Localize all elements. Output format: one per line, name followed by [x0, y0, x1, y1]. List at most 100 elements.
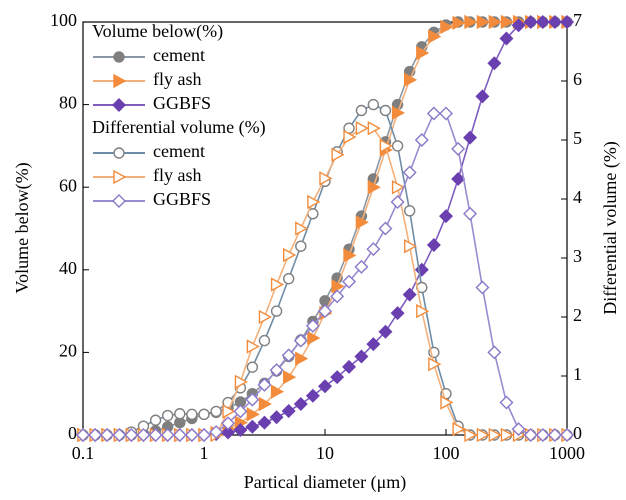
marker — [281, 348, 296, 363]
y-tick-label: 0 — [68, 423, 77, 443]
marker — [440, 19, 454, 35]
marker — [475, 280, 490, 295]
marker — [221, 425, 236, 440]
marker — [295, 221, 309, 236]
marker — [390, 194, 405, 209]
marker — [343, 129, 357, 145]
marker — [343, 248, 357, 263]
legend-marker — [113, 51, 125, 63]
x-tick-label: 100 — [433, 443, 460, 463]
marker — [403, 205, 416, 217]
y2-tick-label: 1 — [573, 364, 582, 384]
marker — [416, 303, 430, 319]
marker — [342, 359, 357, 374]
marker — [426, 106, 441, 121]
marker — [488, 427, 502, 443]
marker — [269, 363, 284, 378]
marker — [270, 384, 285, 399]
marker — [428, 29, 442, 44]
marker — [245, 392, 260, 407]
marker — [403, 72, 418, 87]
y-axis-label: Volume below(%) — [12, 162, 33, 293]
marker — [246, 361, 259, 373]
marker — [463, 130, 478, 145]
y2-tick-label: 7 — [573, 10, 582, 30]
marker — [464, 427, 478, 443]
marker — [269, 410, 284, 425]
marker — [367, 98, 380, 111]
marker — [246, 407, 260, 422]
y2-tick-label: 4 — [573, 187, 582, 207]
marker — [439, 209, 453, 224]
marker — [366, 242, 381, 257]
marker — [161, 409, 174, 422]
marker — [258, 309, 272, 325]
marker — [560, 15, 574, 29]
marker — [305, 388, 320, 403]
marker — [198, 408, 210, 421]
marker — [390, 306, 405, 321]
marker — [76, 428, 90, 442]
marker — [367, 180, 381, 195]
marker — [487, 56, 502, 71]
y-tick-label: 20 — [59, 341, 77, 361]
legend-label: cement — [153, 141, 205, 161]
y-tick-label: 100 — [50, 10, 77, 30]
marker — [197, 428, 211, 442]
marker — [245, 419, 260, 434]
marker — [476, 427, 490, 443]
marker — [295, 351, 309, 366]
marker — [402, 165, 417, 180]
marker — [535, 15, 550, 29]
marker — [451, 141, 466, 156]
marker — [295, 240, 307, 252]
marker — [88, 428, 103, 442]
marker — [330, 289, 345, 304]
y2-tick-label: 3 — [573, 246, 582, 266]
x-tick-label: 1 — [200, 443, 209, 463]
marker — [452, 15, 466, 31]
marker — [184, 428, 199, 442]
marker — [378, 221, 393, 236]
marker — [293, 397, 308, 412]
marker — [499, 395, 514, 410]
marker — [172, 428, 187, 442]
y-tick-label: 40 — [59, 258, 77, 278]
marker — [428, 357, 442, 372]
marker — [270, 277, 285, 292]
marker — [452, 421, 466, 437]
marker — [440, 395, 454, 410]
marker — [319, 171, 333, 186]
y2-tick-label: 5 — [573, 128, 582, 148]
marker — [136, 428, 151, 442]
marker — [354, 259, 369, 274]
legend-marker — [113, 147, 125, 159]
legend-label: GGBFS — [153, 189, 211, 209]
marker — [379, 104, 392, 117]
marker — [246, 339, 260, 354]
marker — [258, 396, 272, 412]
marker — [487, 345, 502, 360]
legend-label: GGBFS — [153, 93, 211, 113]
marker — [233, 404, 248, 419]
x-tick-label: 0.1 — [72, 443, 95, 463]
legend-label: fly ash — [153, 69, 202, 89]
legend-heading: Volume below(%) — [92, 21, 223, 42]
marker — [331, 279, 345, 294]
marker — [379, 138, 393, 154]
marker — [307, 330, 321, 346]
marker — [318, 379, 332, 394]
marker — [148, 428, 163, 442]
marker — [414, 133, 429, 147]
marker — [318, 304, 332, 319]
y-tick-label: 60 — [59, 175, 77, 195]
marker — [174, 408, 186, 420]
marker — [511, 18, 526, 33]
marker — [523, 428, 538, 442]
marker — [355, 104, 368, 117]
legend-label: cement — [153, 45, 205, 65]
marker — [416, 45, 430, 61]
marker — [281, 404, 296, 419]
marker — [282, 247, 297, 263]
